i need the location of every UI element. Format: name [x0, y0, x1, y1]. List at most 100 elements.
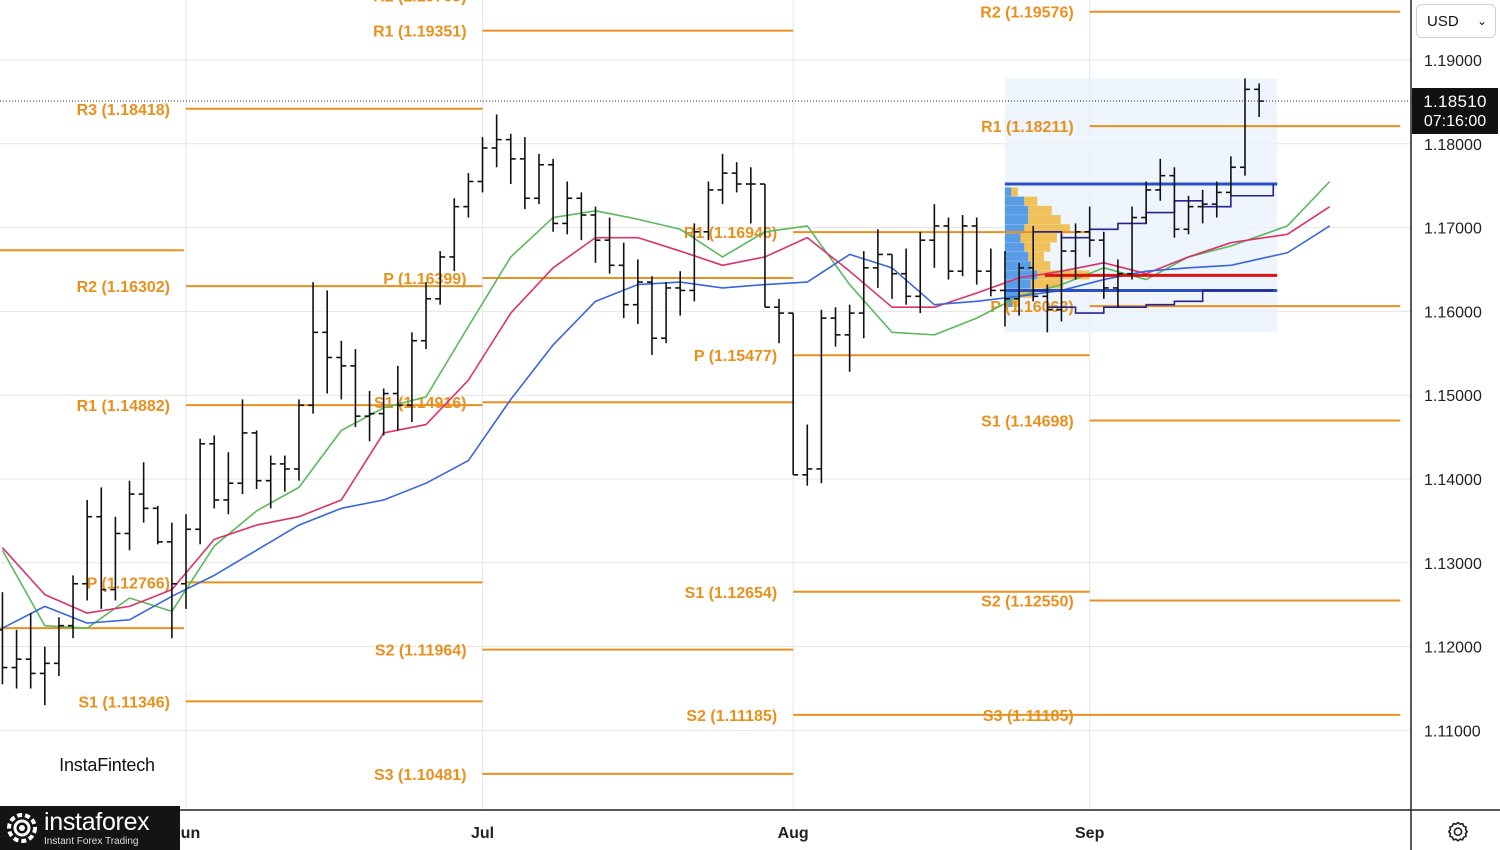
ohlc-bar — [576, 192, 587, 241]
price-tick-label: 1.18000 — [1424, 137, 1482, 154]
ohlc-bar — [858, 251, 869, 339]
ohlc-bar — [82, 499, 93, 601]
ohlc-bar — [124, 480, 135, 551]
currency-select[interactable]: USD ⌄ — [1416, 4, 1496, 38]
pivot-label: S3 (1.10481) — [374, 767, 467, 784]
ohlc-bar — [759, 183, 770, 309]
ohlc-bar — [646, 276, 657, 355]
ohlc-bar — [1211, 181, 1222, 218]
ohlc-bar — [816, 309, 827, 484]
profile-buy-bar — [1020, 288, 1034, 298]
profile-buy-bar — [1012, 298, 1020, 308]
time-axis[interactable]: Jun Jul Aug Sep — [0, 809, 1500, 842]
ohlc-bar — [195, 438, 206, 545]
profile-sell-bar — [1004, 288, 1021, 298]
ohlc-bar — [11, 629, 22, 689]
ohlc-bar — [943, 217, 954, 280]
profile-sell-bar — [1004, 261, 1031, 271]
ohlc-bar — [251, 430, 262, 490]
ohlc-bar — [39, 646, 50, 706]
ma-mid-line — [1, 205, 1331, 614]
ohlc-bar — [1042, 284, 1053, 333]
ohlc-bar — [505, 133, 516, 185]
profile-sell-bar — [1004, 242, 1025, 252]
ohlc-bar — [166, 522, 177, 639]
currency-value: USD — [1427, 12, 1459, 30]
ohlc-bar — [1155, 158, 1166, 201]
ohlc-bar — [463, 173, 474, 218]
ohlc-bar — [293, 399, 304, 481]
value-area-lines — [1004, 182, 1278, 314]
pivot-label: R1 (1.19351) — [373, 24, 466, 41]
ohlc-bar — [519, 137, 530, 210]
last-price-badge: 1.18510 07:16:00 — [1412, 88, 1498, 134]
pivot-label: R2 (1.19769) — [373, 0, 466, 6]
profile-buy-bar — [1024, 242, 1051, 252]
chart-brand-text: InstaFintech — [59, 754, 155, 775]
instaforex-logo: instaforex Instant Forex Trading — [0, 806, 180, 850]
ohlc-bar — [435, 251, 446, 305]
ohlc-bar — [1112, 259, 1123, 308]
price-tick-label: 1.12000 — [1424, 640, 1482, 657]
pivot-label: R1 (1.18211) — [981, 119, 1074, 136]
pivot-label: P (1.12766) — [87, 575, 170, 592]
ohlc-bar — [661, 282, 672, 344]
ohlc-bar — [590, 206, 601, 263]
ohlc-bar — [449, 198, 460, 272]
ohlc-bar — [534, 153, 544, 205]
value-area-lower-step — [1033, 289, 1274, 314]
ohlc-bar — [788, 312, 799, 476]
moving-averages — [1, 180, 1331, 629]
price-tick-label: 1.13000 — [1424, 556, 1482, 573]
price-tick-label: 1.14000 — [1424, 472, 1482, 489]
pivot-label: R2 (1.16302) — [77, 279, 170, 296]
profile-sell-bar — [1004, 205, 1029, 215]
ohlc-bar — [336, 340, 347, 400]
profile-sell-bar — [1004, 270, 1038, 280]
pivot-label: S2 (1.11964) — [375, 643, 467, 660]
volume-profile-area — [1004, 78, 1278, 333]
profile-sell-bar — [1004, 251, 1029, 261]
ohlc-bar — [491, 114, 502, 168]
bar-countdown: 07:16:00 — [1423, 113, 1487, 130]
pivot-label: S1 (1.12654) — [685, 585, 778, 602]
gear-logo-icon — [7, 813, 37, 843]
ohlc-bar — [1028, 225, 1039, 302]
profile-sell-bar — [1004, 279, 1031, 289]
ohlc-bar — [745, 167, 756, 224]
ohlc-bar — [1169, 167, 1180, 238]
gear-icon[interactable] — [1446, 820, 1470, 844]
volume-profile — [1004, 78, 1278, 333]
ohlc-bar — [971, 217, 982, 285]
ohlc-bar — [477, 137, 488, 193]
ohlc-bar — [265, 455, 276, 509]
pivot-label: R2 (1.19576) — [980, 5, 1073, 22]
pivot-label: S1 (1.11346) — [78, 694, 170, 711]
time-tick-label: Aug — [778, 825, 809, 842]
pivot-label: R3 (1.18418) — [77, 102, 170, 119]
ma-fast-line — [1, 180, 1331, 629]
pivot-label: P (1.15477) — [694, 348, 777, 365]
ohlc-bar — [1225, 156, 1236, 196]
last-price-value: 1.18510 — [1423, 92, 1487, 111]
profile-buy-bar — [1028, 205, 1052, 215]
ohlc-bar — [1127, 206, 1138, 280]
profile-sell-bar — [1004, 196, 1025, 206]
price-axis[interactable]: 1.19000 1.18000 1.17000 1.16000 1.15000 1.140… — [1410, 0, 1482, 850]
ohlc-bar — [604, 217, 615, 274]
pivot-label: P (1.16399) — [383, 271, 466, 288]
profile-buy-bar — [1030, 279, 1064, 289]
ohlc-bar — [350, 349, 361, 428]
ohlc-bar — [279, 455, 290, 492]
ohlc-bar — [68, 575, 79, 639]
ohlc-bar — [1084, 206, 1095, 257]
ohlc-bar — [830, 307, 841, 347]
logo-name: instaforex — [44, 807, 150, 836]
pivot-label: P (1.16063) — [990, 299, 1073, 316]
ohlc-bar — [915, 231, 926, 314]
profile-buy-bar — [1030, 261, 1051, 271]
profile-buy-bar — [1024, 196, 1038, 206]
ohlc-bar — [1098, 231, 1109, 299]
profile-sell-bar — [1004, 215, 1029, 225]
